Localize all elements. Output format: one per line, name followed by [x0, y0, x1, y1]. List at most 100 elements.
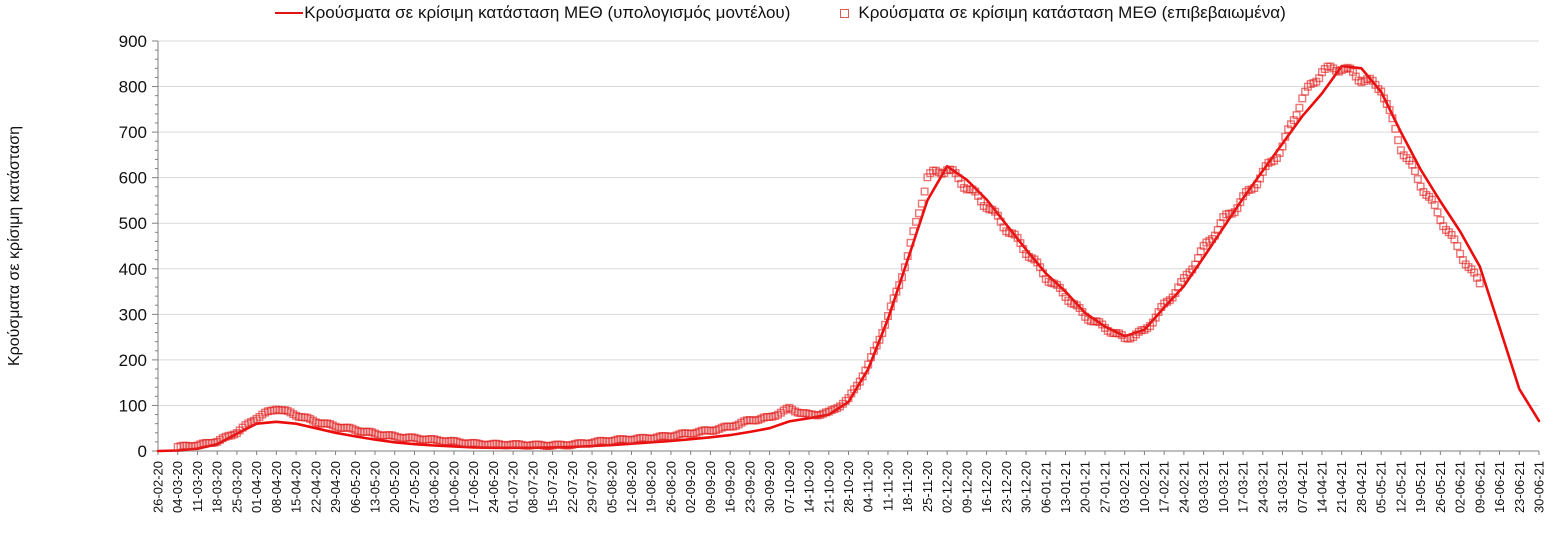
x-tick-label: 22-07-20 [565, 461, 580, 513]
x-tick-label: 25-11-20 [920, 461, 935, 512]
x-tick-label: 27-05-20 [407, 461, 422, 513]
confirmed-series [173, 62, 1484, 452]
x-tick-label: 30-12-20 [1019, 461, 1034, 513]
confirmed-marker [1413, 175, 1422, 184]
confirmed-marker [1281, 132, 1290, 141]
confirmed-marker [1385, 106, 1394, 115]
confirmed-marker [864, 360, 873, 369]
y-tick-label: 500 [119, 214, 147, 233]
confirmed-marker [903, 252, 912, 261]
x-tick-label: 05-08-20 [604, 461, 619, 513]
y-tick-label: 900 [119, 32, 147, 51]
x-tick-label: 26-05-21 [1433, 461, 1448, 513]
x-tick-label: 12-08-20 [624, 461, 639, 513]
x-tick-label: 24-02-21 [1176, 461, 1191, 513]
x-tick-label: 23-12-20 [999, 461, 1014, 513]
x-tick-label: 06-01-21 [1038, 461, 1053, 513]
x-tick-label: 08-04-20 [269, 461, 284, 513]
confirmed-marker [909, 227, 918, 236]
x-tick-label: 13-05-20 [368, 461, 383, 513]
confirmed-marker [1388, 114, 1397, 123]
x-tick-label: 01-07-20 [506, 461, 521, 513]
x-tick-label: 03-03-21 [1196, 461, 1211, 513]
y-tick-label: 0 [138, 442, 147, 461]
confirmed-marker [1410, 167, 1419, 176]
x-tick-label: 07-10-20 [782, 461, 797, 513]
x-tick-label: 02-06-21 [1453, 461, 1468, 513]
y-tick-label: 600 [119, 169, 147, 188]
x-tick-label: 09-12-20 [959, 461, 974, 513]
x-tick-label: 27-01-21 [1097, 461, 1112, 513]
x-tick-label: 10-03-21 [1216, 461, 1231, 513]
x-tick-label: 08-07-20 [525, 461, 540, 513]
x-tick-label: 04-11-20 [861, 461, 876, 512]
confirmed-marker [1292, 111, 1301, 120]
x-tick-label: 02-12-20 [940, 461, 955, 513]
x-tick-label: 12-05-21 [1393, 461, 1408, 513]
x-tick-label: 20-01-21 [1078, 461, 1093, 513]
confirmed-marker [881, 320, 890, 329]
confirmed-marker [920, 187, 929, 196]
confirmed-marker [915, 209, 924, 218]
y-tick-label: 300 [119, 305, 147, 324]
x-tick-label: 14-04-21 [1314, 461, 1329, 513]
x-tick-label: 24-03-21 [1255, 461, 1270, 513]
x-tick-label: 03-06-20 [427, 461, 442, 513]
x-tick-label: 29-07-20 [585, 461, 600, 513]
x-tick-label: 28-10-20 [841, 461, 856, 513]
x-tick-label: 31-03-21 [1275, 461, 1290, 513]
x-tick-label: 10-06-20 [446, 461, 461, 513]
confirmed-marker [1453, 242, 1462, 251]
confirmed-marker [1391, 124, 1400, 133]
x-tick-label: 21-04-21 [1334, 461, 1349, 513]
confirmed-marker [1278, 142, 1287, 151]
x-tick-label: 09-06-21 [1472, 461, 1487, 513]
legend-item-confirmed: Κρούσματα σε κρίσιμη κατάσταση ΜΕΘ (επιβ… [840, 3, 1286, 23]
legend-model-label: Κρούσματα σε κρίσιμη κατάσταση ΜΕΘ (υπολ… [304, 3, 791, 22]
confirmed-marker [1475, 279, 1484, 288]
confirmed-marker [917, 199, 926, 208]
x-tick-label: 04-03-20 [170, 461, 185, 513]
x-tick-label: 03-02-21 [1117, 461, 1132, 513]
x-tick-label: 16-12-20 [979, 461, 994, 513]
legend-confirmed-label: Κρούσματα σε κρίσιμη κατάσταση ΜΕΘ (επιβ… [858, 3, 1286, 22]
chart-legend: Κρούσματα σε κρίσιμη κατάσταση ΜΕΘ (υπολ… [0, 3, 1561, 23]
x-tick-label: 22-04-20 [308, 461, 323, 513]
confirmed-marker [1394, 136, 1403, 145]
x-tick-label: 06-05-20 [348, 461, 363, 513]
confirmed-marker [886, 302, 895, 311]
x-tick-label: 23-09-20 [742, 461, 757, 513]
x-tick-label: 17-02-21 [1157, 461, 1172, 513]
confirmed-marker [912, 217, 921, 226]
x-tick-label: 02-09-20 [683, 461, 698, 513]
x-tick-label: 26-08-20 [663, 461, 678, 513]
confirmed-marker [1295, 103, 1304, 112]
x-tick-label: 11-11-20 [880, 461, 895, 511]
x-tick-label: 29-04-20 [328, 461, 343, 513]
confirmed-marker [898, 273, 907, 282]
confirmed-marker [878, 329, 887, 338]
x-tick-label: 13-01-21 [1058, 461, 1073, 513]
x-tick-label: 14-10-20 [802, 461, 817, 513]
x-tick-label: 18-11-20 [900, 461, 915, 512]
x-tick-label: 16-06-21 [1492, 461, 1507, 513]
x-tick-label: 01-04-20 [249, 461, 264, 513]
confirmed-marker [1298, 94, 1307, 103]
x-tick-label: 17-03-21 [1236, 461, 1251, 513]
confirmed-marker [1433, 208, 1442, 217]
y-tick-label: 200 [119, 351, 147, 370]
y-tick-label: 700 [119, 123, 147, 142]
y-tick-label: 400 [119, 260, 147, 279]
x-tick-label: 10-02-21 [1137, 461, 1152, 513]
x-tick-label: 25-03-20 [229, 461, 244, 513]
x-tick-label: 30-09-20 [762, 461, 777, 513]
confirmed-marker [884, 312, 893, 321]
confirmed-marker [895, 281, 904, 290]
x-tick-label: 16-09-20 [723, 461, 738, 513]
legend-item-model: Κρούσματα σε κρίσιμη κατάσταση ΜΕΘ (υπολ… [275, 3, 790, 23]
x-tick-label: 05-05-21 [1374, 461, 1389, 513]
x-tick-label: 15-07-20 [545, 461, 560, 513]
x-tick-label: 11-03-20 [190, 461, 205, 512]
